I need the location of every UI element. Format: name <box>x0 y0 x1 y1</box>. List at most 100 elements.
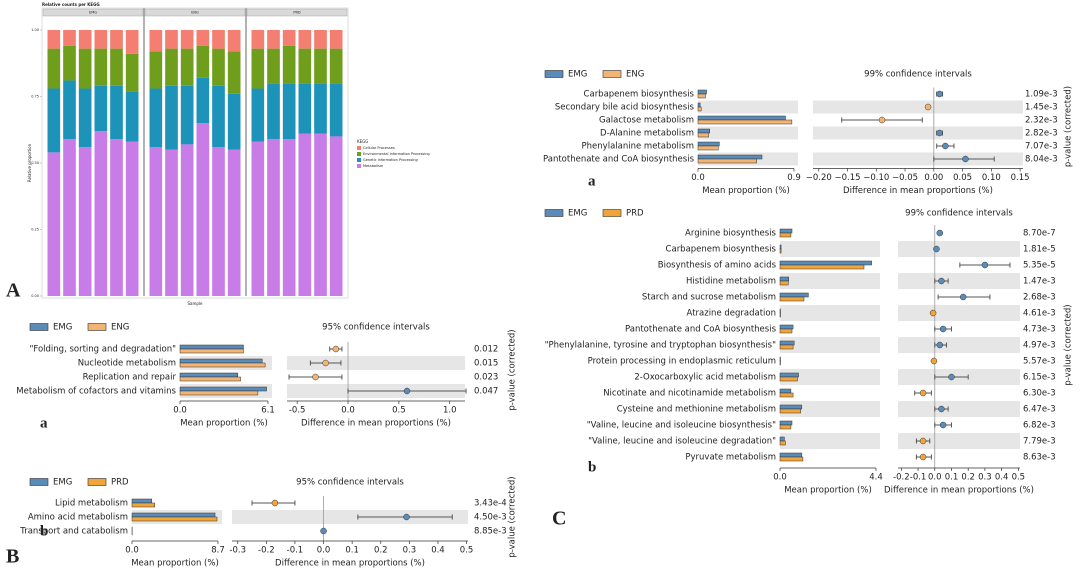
category-label: Biosynthesis of amino acids <box>658 261 777 271</box>
x-axis-label: Mean proportion (%) <box>784 486 872 496</box>
p-axis-label: p-value (corrected) <box>1064 86 1074 167</box>
category-label: Replication and repair <box>83 373 177 383</box>
p-axis-label: p-value (corrected) <box>1064 304 1074 385</box>
legend-swatch <box>357 158 361 162</box>
bar-segment <box>149 88 163 148</box>
diff-point <box>933 245 940 253</box>
x-axis-label: Mean proportion (%) <box>702 186 790 196</box>
bar-segment <box>63 80 76 140</box>
category-label: Galactose metabolism <box>599 116 694 126</box>
bar-segment <box>110 30 123 49</box>
y-axis-label: Relative proportion <box>27 143 32 182</box>
bar <box>779 292 809 298</box>
p-value: 1.47e-3 <box>1023 277 1056 287</box>
bar <box>131 516 218 522</box>
category-label: Lipid metabolism <box>55 499 128 509</box>
legend-label: ENG <box>111 323 129 333</box>
bar <box>779 276 789 282</box>
bar <box>697 132 709 138</box>
x-axis-label: Mean proportion (%) <box>131 559 219 569</box>
x-tick-label: 0.0 <box>928 473 942 483</box>
legend-label: PRD <box>626 209 644 219</box>
p-value: 4.73e-3 <box>1023 325 1056 335</box>
x-tick-label: -0.2 <box>258 546 275 556</box>
ci-title: 95% confidence intervals <box>322 323 430 333</box>
y-tick-label: 0.25 <box>31 228 39 232</box>
figure-label: B <box>6 546 19 568</box>
diff-point <box>919 437 927 445</box>
bar <box>779 248 782 254</box>
bar <box>131 498 153 504</box>
bar-segment <box>149 30 163 52</box>
x-tick-label: 0.4 <box>431 546 445 556</box>
bar <box>779 456 804 462</box>
bar-segment <box>94 85 108 132</box>
bar-segment <box>47 30 61 49</box>
row-band <box>698 126 798 140</box>
bar-segment <box>47 48 61 89</box>
category-label: 2-Oxocarboxylic acid metabolism <box>634 373 776 383</box>
bar-segment <box>314 48 327 84</box>
bar <box>779 244 782 250</box>
row-band <box>780 401 880 417</box>
category-label: Amino acid metabolism <box>28 513 128 523</box>
bar-segment <box>298 48 312 84</box>
diff-point <box>919 389 927 397</box>
bar-segment <box>125 53 139 92</box>
bar <box>697 141 720 147</box>
x-tick-label: 0.0 <box>691 173 705 183</box>
panel-label: a <box>588 173 596 189</box>
category-label: Arginine biosynthesis <box>685 229 777 239</box>
bar-segment <box>180 85 194 145</box>
bar-segment <box>251 141 265 296</box>
legend-swatch <box>87 478 107 486</box>
row-band <box>813 100 1023 114</box>
x-tick-label: 0.4 <box>995 473 1009 483</box>
bar <box>697 128 710 134</box>
category-label: Protein processing in endoplasmic reticu… <box>588 357 776 367</box>
legend-label: EMG <box>53 323 72 333</box>
legend-swatch <box>29 323 49 331</box>
bar <box>779 372 799 378</box>
x-axis-label: Difference in mean proportions (%) <box>301 419 451 429</box>
p-value: 6.15e-3 <box>1023 373 1056 383</box>
bar-segment <box>110 85 123 140</box>
diff-point <box>322 359 329 367</box>
diff-point <box>948 373 955 381</box>
p-value: 5.57e-3 <box>1023 357 1056 367</box>
bar-segment <box>227 149 241 296</box>
diff-point <box>271 499 279 507</box>
bar <box>697 102 701 108</box>
facet-strip <box>42 8 144 17</box>
diff-point <box>938 277 945 285</box>
x-tick-label: 0.0 <box>173 406 187 416</box>
x-tick-label: 8.7 <box>211 546 225 556</box>
bar-segment <box>282 83 296 140</box>
panel-label: b <box>40 523 48 539</box>
p-value: 6.82e-3 <box>1023 421 1056 431</box>
y-tick-label: 0.50 <box>31 161 39 165</box>
bar-segment <box>165 30 178 49</box>
diff-point <box>924 103 932 111</box>
bar <box>697 119 793 125</box>
x-tick-label: 0.2 <box>961 473 975 483</box>
p-value: 3.43e-4 <box>474 499 507 509</box>
facet-label: PRD <box>293 11 301 15</box>
bar <box>179 390 259 396</box>
x-tick-label: 0.15 <box>1011 173 1030 183</box>
bar-segment <box>165 85 178 150</box>
row-band <box>780 273 880 289</box>
category-label: Histidine metabolism <box>686 277 776 287</box>
diff-point <box>939 421 947 429</box>
bar <box>179 372 238 378</box>
row-band <box>898 433 1020 449</box>
p-value: 0.023 <box>474 373 498 383</box>
x-tick-label: 0.05 <box>953 173 972 183</box>
facet-strip <box>144 8 246 17</box>
category-label: Nucleotide metabolism <box>78 359 176 369</box>
row-band <box>698 100 798 114</box>
diff-point <box>962 155 969 163</box>
bar-segment <box>282 30 296 46</box>
bar-segment <box>47 88 61 153</box>
